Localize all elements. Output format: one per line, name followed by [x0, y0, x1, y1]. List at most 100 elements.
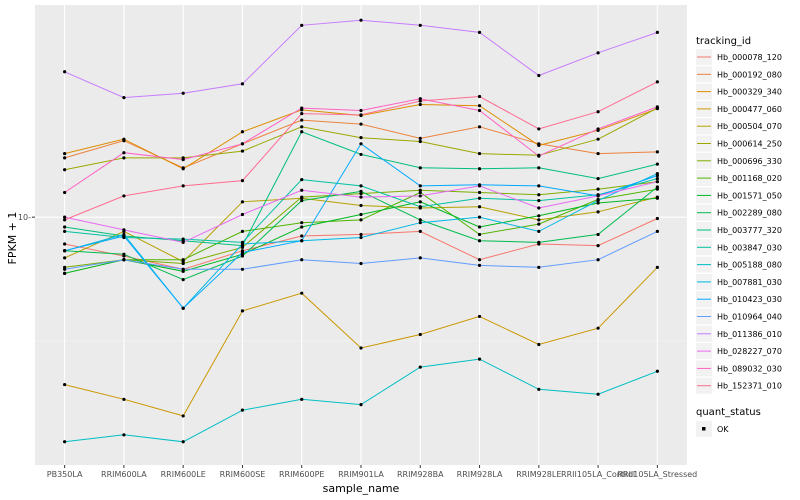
data-point	[655, 216, 659, 221]
x-axis-title: sample_name	[323, 482, 400, 495]
data-point	[63, 267, 67, 271]
data-point	[596, 176, 600, 181]
data-point	[181, 267, 185, 271]
data-point	[477, 357, 482, 361]
data-point	[418, 221, 422, 225]
data-point	[537, 73, 541, 78]
legend-title: tracking_id	[696, 36, 751, 47]
data-point	[122, 397, 126, 401]
data-point	[240, 254, 245, 258]
data-point	[537, 206, 541, 210]
legend-item-label: Hb_000477_060	[717, 105, 782, 114]
data-point	[655, 229, 659, 233]
data-point	[63, 70, 67, 74]
data-point	[596, 187, 600, 191]
legend-item-label: Hb_000078_120	[717, 53, 782, 62]
data-point	[300, 112, 304, 116]
data-point	[122, 156, 126, 160]
legend-item-label: Hb_002289_080	[717, 209, 782, 218]
data-point	[63, 190, 67, 195]
data-point	[477, 30, 482, 34]
data-point	[596, 232, 600, 237]
data-point	[300, 258, 304, 262]
data-point	[477, 314, 482, 319]
data-point	[418, 194, 422, 198]
data-point	[477, 263, 482, 267]
data-point	[359, 212, 363, 217]
data-point	[418, 136, 422, 141]
data-point	[181, 240, 185, 244]
data-point	[537, 240, 541, 244]
data-point	[63, 249, 67, 253]
data-point	[300, 130, 304, 134]
data-point	[477, 225, 482, 229]
data-point	[181, 258, 185, 262]
data-point	[240, 130, 245, 134]
data-point	[359, 108, 363, 113]
data-point	[359, 152, 363, 157]
data-point	[477, 258, 482, 262]
data-point	[63, 271, 67, 275]
legend-item-label: Hb_001168_020	[717, 174, 782, 183]
data-point	[596, 199, 600, 203]
data-point	[418, 184, 422, 188]
data-point	[596, 194, 600, 198]
data-point	[537, 193, 541, 197]
data-point	[122, 234, 126, 238]
data-point	[596, 244, 600, 248]
legend-item-label: Hb_005188_080	[717, 261, 782, 270]
legend-tracking-id: tracking_id Hb_000078_120 Hb_000192_080 Hb…	[696, 36, 782, 394]
data-point	[655, 80, 659, 84]
data-point	[418, 365, 422, 369]
data-point	[240, 179, 245, 183]
data-point	[655, 176, 659, 181]
data-point	[63, 218, 67, 222]
data-point	[418, 256, 422, 260]
data-point	[418, 205, 422, 209]
data-point	[655, 105, 659, 109]
data-point	[122, 151, 126, 155]
data-point	[596, 151, 600, 156]
data-point	[537, 387, 541, 391]
data-point	[300, 234, 304, 238]
data-point	[477, 167, 482, 171]
legend-item-label: Hb_000696_330	[717, 157, 782, 166]
data-point	[418, 229, 422, 233]
data-point	[240, 309, 245, 313]
legend-item-label: Hb_000614_250	[717, 140, 782, 149]
data-point	[477, 104, 482, 108]
data-point	[477, 151, 482, 156]
data-point	[181, 158, 185, 162]
data-point	[596, 392, 600, 396]
data-point	[359, 18, 363, 22]
data-point	[359, 218, 363, 222]
x-tick-label: RRIM928LA	[457, 470, 503, 479]
y-tick-label: 10-	[18, 213, 31, 222]
data-point	[655, 173, 659, 178]
data-point	[300, 118, 304, 122]
data-point	[418, 200, 422, 204]
data-point	[240, 242, 245, 246]
data-point	[655, 180, 659, 184]
y-axis-ticks: 10-	[18, 213, 35, 222]
data-point	[359, 195, 363, 199]
legend-item-label: Hb_000192_080	[717, 70, 782, 79]
data-point	[537, 342, 541, 347]
data-point	[122, 96, 126, 100]
data-point	[477, 125, 482, 129]
data-point	[122, 433, 126, 437]
data-point	[655, 150, 659, 154]
legend-item-label: Hb_001571_050	[717, 191, 782, 200]
data-point	[596, 51, 600, 55]
data-point	[300, 225, 304, 229]
data-point	[181, 91, 185, 95]
data-point	[63, 229, 67, 233]
data-point	[418, 188, 422, 192]
data-point	[418, 190, 422, 195]
y-axis-title: FPKM + 1	[6, 212, 19, 265]
data-point	[418, 102, 422, 107]
data-point	[63, 151, 67, 156]
data-point	[300, 106, 304, 110]
data-point	[181, 278, 185, 282]
data-point	[596, 137, 600, 141]
